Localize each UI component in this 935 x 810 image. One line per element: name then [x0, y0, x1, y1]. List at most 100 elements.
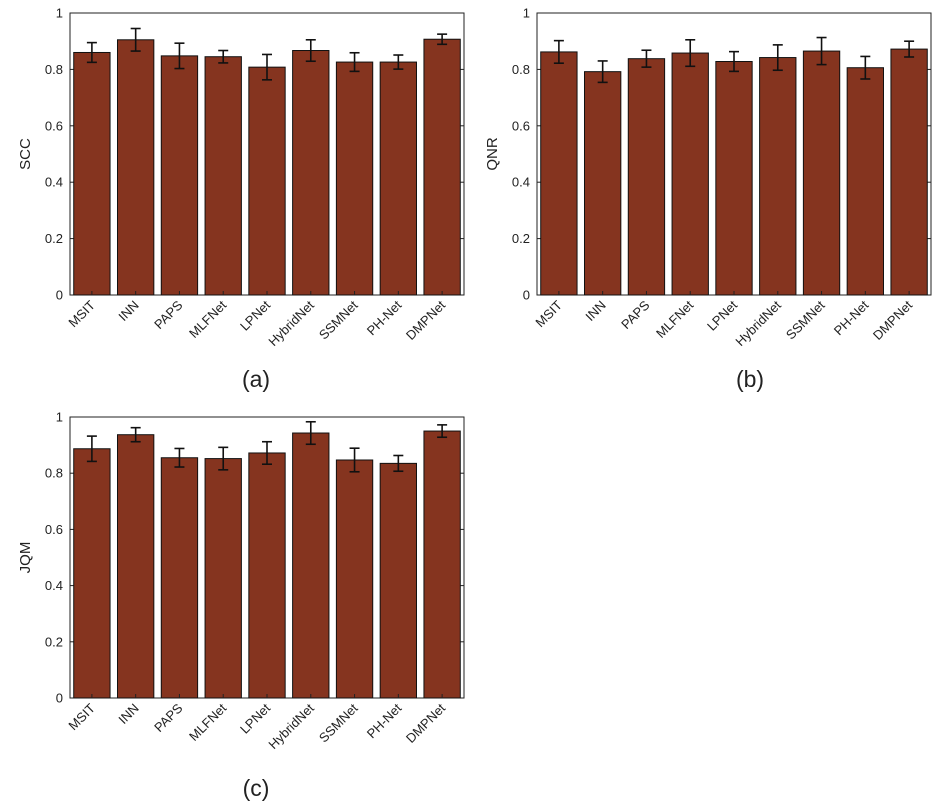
- x-category-label: LPNet: [704, 297, 740, 333]
- x-category-label: DMPNet: [870, 297, 916, 343]
- y-axis-title: QNR: [484, 137, 501, 171]
- x-category-label: INN: [115, 298, 141, 324]
- y-tick-label: 0: [56, 691, 63, 706]
- bar-ssmnet: [335, 61, 374, 296]
- x-category-label: SSMNet: [783, 297, 828, 342]
- x-category-label: PH-Net: [364, 297, 405, 338]
- y-axis-title: SCC: [17, 138, 34, 170]
- panel-label: (a): [242, 366, 270, 392]
- y-tick-label: 0.4: [45, 578, 63, 593]
- error-bar: [393, 54, 404, 70]
- bar-ph-net: [846, 67, 885, 296]
- y-tick-label: 0.2: [45, 634, 63, 649]
- bar-ph-net: [379, 61, 418, 296]
- error-bar: [349, 447, 360, 473]
- bar-paps: [160, 457, 199, 699]
- error-bar: [218, 446, 229, 471]
- y-tick-label: 0.4: [45, 175, 63, 190]
- x-category-label: MSIT: [65, 700, 98, 733]
- x-category-label: LPNet: [237, 297, 273, 333]
- bar-msit: [73, 448, 111, 699]
- y-tick-label: 0.4: [512, 175, 530, 190]
- x-category-label: DMPNet: [403, 700, 449, 746]
- error-bar: [816, 36, 827, 66]
- y-axis-title: JQM: [17, 542, 34, 574]
- x-category-label: SSMNet: [316, 297, 361, 342]
- error-bar: [860, 55, 871, 80]
- error-bar: [597, 60, 608, 84]
- bar-inn: [583, 71, 622, 296]
- x-category-label: INN: [582, 298, 608, 324]
- x-category-label: PAPS: [151, 700, 186, 735]
- x-category-label: PH-Net: [364, 700, 405, 741]
- y-tick-label: 1: [56, 410, 63, 425]
- error-bar: [86, 435, 97, 463]
- error-bar: [218, 49, 229, 64]
- x-category-label: MSIT: [532, 297, 565, 330]
- bar-hybridnet: [759, 57, 797, 296]
- x-category-label: HybridNet: [732, 297, 784, 349]
- y-tick-label: 0.8: [512, 62, 530, 77]
- bar-mlfnet: [671, 52, 709, 296]
- x-category-label: HybridNet: [265, 700, 317, 752]
- y-tick-label: 0.2: [512, 231, 530, 246]
- x-category-label: MLFNet: [653, 297, 697, 341]
- error-bar: [305, 38, 316, 63]
- y-tick-label: 1: [523, 6, 530, 21]
- error-bar: [904, 40, 915, 58]
- bar-inn: [116, 39, 155, 296]
- y-tick-label: 0.8: [45, 62, 63, 77]
- error-bar: [130, 426, 141, 443]
- bar-inn: [116, 434, 155, 699]
- panel-label: (c): [243, 775, 270, 801]
- x-category-label: INN: [115, 701, 141, 727]
- x-category-label: PAPS: [618, 297, 653, 332]
- error-bar: [174, 42, 185, 70]
- error-bar: [729, 50, 739, 73]
- error-bar: [130, 27, 141, 52]
- y-tick-label: 0.6: [45, 522, 63, 537]
- error-bar: [772, 44, 783, 72]
- x-category-label: HybridNet: [265, 297, 317, 349]
- bar-lpnet: [248, 66, 286, 296]
- y-tick-label: 1: [56, 6, 63, 21]
- error-bar: [174, 447, 185, 468]
- y-tick-label: 0.2: [45, 231, 63, 246]
- y-tick-label: 0: [56, 288, 63, 303]
- error-bar: [393, 454, 404, 473]
- chart-panel-1: 0 0.2 0.4 0.6 0.8 1 SCC MSIT INN PAPS MLFNet LPNetH…: [17, 6, 465, 392]
- panel-label: (b): [736, 366, 764, 392]
- x-category-label: DMPNet: [403, 297, 449, 343]
- y-tick-label: 0.8: [45, 466, 63, 481]
- error-bar: [641, 49, 652, 68]
- bar-dmpnet: [423, 38, 461, 296]
- y-tick-label: 0.6: [45, 118, 63, 133]
- x-category-label: MSIT: [65, 297, 98, 330]
- error-bar: [685, 38, 696, 68]
- bar-mlfnet: [204, 458, 242, 699]
- chart-panel-2: 0 0.2 0.4 0.6 0.8 1 QNR MSIT INN PAPS MLFNet LPNetH…: [484, 6, 932, 392]
- error-bar: [86, 41, 97, 64]
- bar-mlfnet: [204, 56, 242, 296]
- y-tick-label: 0.6: [512, 118, 530, 133]
- bar-ssmnet: [335, 459, 374, 699]
- y-tick-label: 0: [523, 288, 530, 303]
- error-bar: [437, 424, 448, 439]
- bar-paps: [160, 55, 199, 296]
- error-bar: [349, 51, 360, 73]
- x-category-label: LPNet: [237, 700, 273, 736]
- error-bar: [262, 53, 272, 81]
- bar-lpnet: [715, 61, 753, 296]
- x-category-label: MLFNet: [186, 700, 230, 744]
- error-bar: [437, 33, 448, 46]
- error-bar: [262, 440, 272, 466]
- x-category-label: PAPS: [151, 297, 186, 332]
- bar-msit: [73, 51, 111, 296]
- bar-msit: [540, 51, 578, 296]
- bar-ph-net: [379, 462, 418, 699]
- bar-hybridnet: [292, 432, 330, 699]
- chart-panel-3: 0 0.2 0.4 0.6 0.8 1 JQM MSIT INN PAPS MLFNet LPNetH…: [17, 410, 465, 801]
- x-category-label: PH-Net: [831, 297, 872, 338]
- bar-lpnet: [248, 452, 286, 699]
